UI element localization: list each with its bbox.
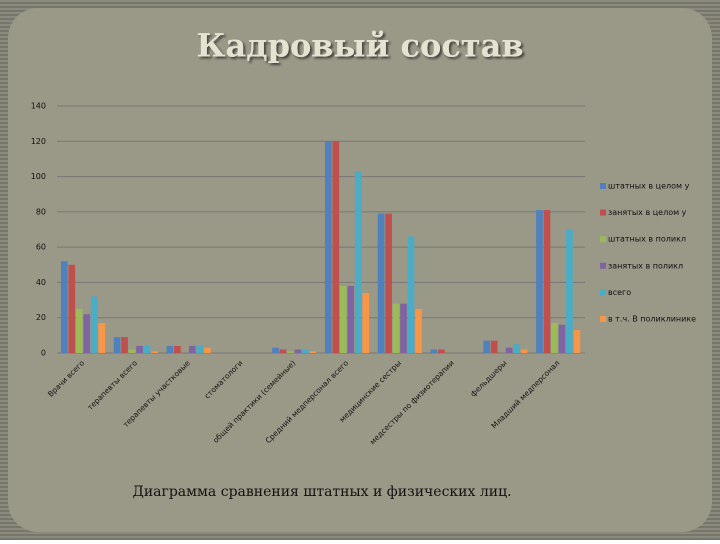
bar [189, 345, 196, 353]
bar [302, 349, 309, 353]
bar [377, 213, 385, 353]
bar [83, 314, 91, 353]
y-tick-label: 60 [36, 243, 46, 252]
bar [113, 337, 121, 353]
legend-swatch [600, 209, 606, 216]
bar [430, 349, 438, 353]
y-tick-label: 20 [36, 313, 46, 322]
bar [385, 213, 392, 353]
bar [287, 351, 294, 353]
y-tick-label: 140 [31, 102, 46, 111]
legend-swatch [600, 236, 606, 243]
y-tick-label: 100 [31, 172, 46, 181]
bar [151, 351, 158, 353]
legend-label: штатных в поликл [608, 235, 686, 244]
y-tick-label: 80 [36, 207, 46, 216]
y-tick-label: 40 [36, 278, 46, 287]
legend-swatch [600, 262, 606, 269]
bar [339, 285, 347, 353]
y-tick-label: 120 [31, 137, 46, 146]
bar [166, 345, 174, 353]
bar [505, 347, 513, 353]
bar [128, 349, 136, 353]
bar [483, 340, 491, 353]
bar [324, 141, 332, 353]
bar [203, 347, 211, 353]
legend-swatch [600, 183, 606, 189]
bar [136, 345, 143, 353]
bar [279, 349, 287, 353]
bar [68, 264, 76, 353]
bar [60, 261, 68, 353]
legend-label: занятых в поликл [608, 261, 683, 270]
bar [551, 323, 558, 353]
bar [566, 229, 573, 353]
bar [121, 337, 128, 353]
legend-label: всего [608, 288, 631, 297]
bar [400, 303, 407, 353]
legend-swatch [600, 289, 606, 296]
bar [407, 236, 415, 353]
bar [438, 349, 445, 353]
legend-swatch [600, 316, 606, 322]
bar [573, 330, 581, 353]
bar [332, 141, 340, 353]
bar [309, 351, 317, 353]
bar [174, 345, 181, 353]
bar [362, 293, 370, 353]
bar [347, 285, 355, 353]
bar [90, 296, 98, 353]
legend-label: в т.ч. В поликлинике [608, 315, 696, 324]
caption: Диаграмма сравнения штатных и физических… [132, 484, 511, 500]
bar [294, 349, 302, 353]
bar [98, 323, 106, 353]
bar [392, 303, 400, 353]
y-tick-label: 0 [41, 349, 46, 358]
bar [513, 344, 520, 353]
bar [415, 308, 422, 353]
bar [75, 308, 83, 353]
bar [196, 345, 204, 353]
title: Кадровый состав [196, 27, 523, 65]
bar [272, 347, 279, 353]
bar [354, 171, 362, 353]
bar [490, 340, 498, 353]
bar [143, 345, 151, 353]
bar [543, 210, 551, 353]
legend-label: занятых в целом у [608, 208, 687, 217]
bar [558, 324, 566, 353]
bar [536, 210, 543, 353]
legend-label: штатных в целом у [608, 182, 690, 191]
bar [520, 349, 528, 353]
